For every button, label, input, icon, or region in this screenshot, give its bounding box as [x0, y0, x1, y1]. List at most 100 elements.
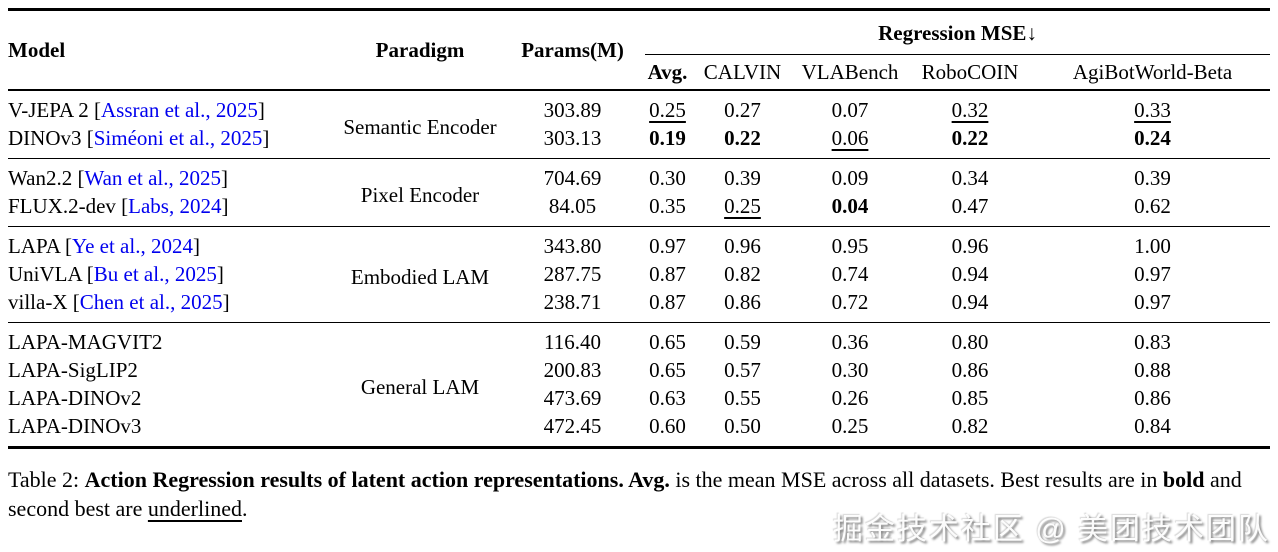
column-header-calvin: CALVIN — [690, 54, 795, 91]
model-cell: DINOv3 [Siméoni et al., 2025] — [8, 126, 270, 150]
paradigm-cell: Semantic Encoder — [343, 115, 497, 139]
mse-value-cell: 0.83 — [1035, 322, 1271, 356]
mse-value-cell: 0.97 — [645, 226, 690, 260]
citation-link[interactable]: Bu et al., 2025 — [93, 262, 217, 286]
mse-value-cell: 0.36 — [795, 322, 905, 356]
column-header-robocoin: RoboCOIN — [905, 54, 1035, 91]
caption-segment: Table 2: — [8, 467, 85, 492]
mse-value-cell: 0.25 — [831, 414, 869, 438]
mse-value-cell: 0.57 — [724, 358, 761, 382]
mse-value-cell: 0.59 — [690, 322, 795, 356]
column-header-agibotworld-beta: AgiBotWorld-Beta — [1035, 54, 1271, 91]
caption-segment: is the mean MSE across all datasets. Bes… — [669, 467, 1163, 492]
mse-value-cell: 0.94 — [951, 290, 989, 314]
table-row: UniVLA [Bu et al., 2025] 287.75 0.87 0.82 0.… — [8, 260, 1270, 288]
column-header-vlabench: VLABench — [795, 54, 905, 91]
paradigm-group: LAPA-MAGVIT2 General LAM 116.40 0.65 0.59 0.3… — [8, 322, 1271, 448]
model-cell: FLUX.2-dev [Labs, 2024] — [8, 194, 229, 218]
mse-value-cell: 0.55 — [724, 386, 761, 410]
mse-value-cell: 0.06 — [831, 126, 869, 150]
params-cell: 343.80 — [500, 226, 645, 260]
model-name: LAPA — [8, 234, 60, 258]
mse-value-cell: 0.65 — [645, 322, 690, 356]
table-row: V-JEPA 2 [Assran et al., 2025] Semantic E… — [8, 90, 1270, 139]
mse-value-cell: 0.19 — [649, 126, 686, 150]
model-name: LAPA-SigLIP2 — [8, 358, 138, 382]
model-cell: villa-X [Chen et al., 2025] — [8, 290, 230, 314]
mse-value-cell: 0.22 — [724, 126, 761, 150]
model-cell: Wan2.2 [Wan et al., 2025] — [8, 158, 340, 192]
mse-value-cell: 0.86 — [1134, 386, 1171, 410]
results-table: Model Paradigm Params(M) Regression MSE↓… — [8, 8, 1271, 449]
table-row: FLUX.2-dev [Labs, 2024] 84.05 0.35 0.25 0.04… — [8, 192, 1270, 227]
citation-link[interactable]: Wan et al., 2025 — [84, 166, 221, 190]
mse-value-cell: 0.95 — [795, 226, 905, 260]
mse-value-cell: 0.96 — [690, 226, 795, 260]
mse-value-cell: 0.87 — [649, 290, 686, 314]
mse-value-cell: 0.33 — [1134, 98, 1171, 122]
model-cell: UniVLA [Bu et al., 2025] — [8, 262, 224, 286]
column-header-paradigm: Paradigm — [340, 9, 500, 91]
mse-value-cell: 0.97 — [1134, 262, 1171, 286]
params-cell: 472.45 — [543, 414, 602, 438]
citation-link[interactable]: Assran et al., 2025 — [101, 98, 258, 122]
mse-value-cell: 0.82 — [951, 414, 989, 438]
table-header: Model Paradigm Params(M) Regression MSE↓… — [8, 9, 1271, 91]
mse-value-cell: 0.85 — [951, 386, 989, 410]
paradigm-cell: Pixel Encoder — [340, 158, 500, 227]
mse-value-cell: 0.96 — [905, 226, 1035, 260]
citation-link[interactable]: Chen et al., 2025 — [79, 290, 223, 314]
citation-link[interactable]: Siméoni et al., 2025 — [93, 126, 263, 150]
table-caption: Table 2: Action Regression results of la… — [8, 465, 1270, 523]
table-row: villa-X [Chen et al., 2025] 238.71 0.87 0.8… — [8, 288, 1270, 323]
caption-segment: underlined — [147, 496, 242, 521]
caption-segment: bold — [1162, 467, 1205, 492]
params-cell: 116.40 — [500, 322, 645, 356]
params-cell: 200.83 — [543, 358, 602, 382]
paradigm-cell: Embodied LAM — [340, 226, 500, 323]
model-name: Wan2.2 — [8, 166, 73, 190]
caption-segment: Action Regression results of latent acti… — [84, 467, 670, 492]
mse-value-cell: 0.34 — [905, 158, 1035, 192]
model-cell: LAPA [Ye et al., 2024] — [8, 226, 340, 260]
model-name: LAPA-DINOv2 — [8, 386, 142, 410]
mse-value-cell: 0.87 — [649, 262, 686, 286]
model-name: DINOv3 — [8, 126, 82, 150]
model-name: FLUX.2-dev — [8, 194, 116, 218]
mse-value-cell: 0.30 — [831, 358, 869, 382]
mse-value-cell: 0.09 — [795, 158, 905, 192]
mse-value-cell: 0.39 — [1035, 158, 1271, 192]
mse-value-cell: 0.35 — [649, 194, 686, 218]
paradigm-group: V-JEPA 2 [Assran et al., 2025] Semantic E… — [8, 90, 1270, 159]
mse-value-cell: 0.26 — [831, 386, 869, 410]
caption-segment: . — [241, 496, 248, 521]
params-cell: 287.75 — [543, 262, 602, 286]
citation-link[interactable]: Ye et al., 2024 — [72, 234, 193, 258]
model-cell: LAPA-DINOv3 — [8, 412, 340, 448]
mse-value-cell: 0.39 — [690, 158, 795, 192]
column-header-avg: Avg. — [645, 54, 690, 91]
model-cell: LAPA-MAGVIT2 — [8, 322, 340, 356]
table-row: LAPA-DINOv3 472.45 0.60 0.50 0.25 0.82 0.84 — [8, 412, 1270, 448]
params-cell: 704.69 — [500, 158, 645, 192]
citation-link[interactable]: Labs, 2024 — [128, 194, 222, 218]
mse-value-cell: 0.62 — [1134, 194, 1171, 218]
caption-segment: and second best are — [8, 467, 1242, 521]
mse-value-cell: 0.82 — [724, 262, 761, 286]
params-cell: 473.69 — [543, 386, 602, 410]
model-name: LAPA-MAGVIT2 — [8, 330, 163, 354]
mse-value-cell: 0.07 — [831, 98, 869, 122]
table-row: LAPA-MAGVIT2 General LAM 116.40 0.65 0.59 0.3… — [8, 322, 1271, 448]
mse-value-cell: 0.32 — [951, 98, 989, 122]
table-row: LAPA-DINOv2 473.69 0.63 0.55 0.26 0.85 0.86 — [8, 384, 1270, 412]
model-name: UniVLA — [8, 262, 82, 286]
model-cell: V-JEPA 2 [Assran et al., 2025] — [8, 98, 265, 122]
paradigm-group: Wan2.2 [Wan et al., 2025] Pixel Encoder 70… — [8, 158, 1271, 227]
mse-value-cell: 0.80 — [905, 322, 1035, 356]
table-row: Wan2.2 [Wan et al., 2025] Pixel Encoder 70… — [8, 158, 1271, 227]
mse-value-cell: 0.86 — [951, 358, 989, 382]
mse-value-cell: 0.04 — [831, 194, 869, 218]
mse-value-cell: 0.63 — [649, 386, 686, 410]
params-cell: 303.89 — [543, 98, 602, 122]
mse-value-cell: 0.25 — [649, 98, 686, 122]
